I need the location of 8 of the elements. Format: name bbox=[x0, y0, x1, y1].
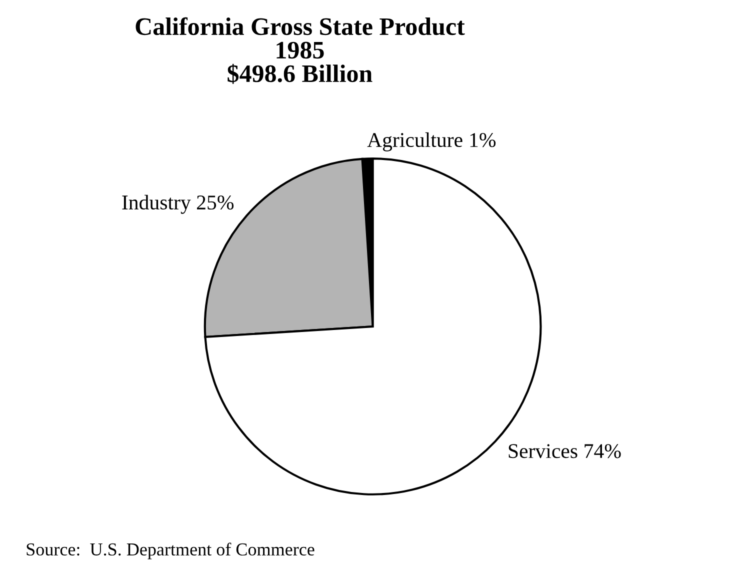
data-label: 74% bbox=[584, 444, 621, 458]
slice-label: Agriculture bbox=[367, 132, 462, 152]
slice-label: Services bbox=[508, 444, 578, 458]
data-label: 1% bbox=[470, 133, 496, 148]
source-note: Source: U.S. Department of Commerce bbox=[26, 542, 314, 560]
chart-title: California Gross State Product 1985 $498.6 Billion bbox=[136, 17, 465, 84]
data-label: 25% bbox=[196, 195, 234, 210]
slice-label: Industry bbox=[122, 194, 191, 214]
